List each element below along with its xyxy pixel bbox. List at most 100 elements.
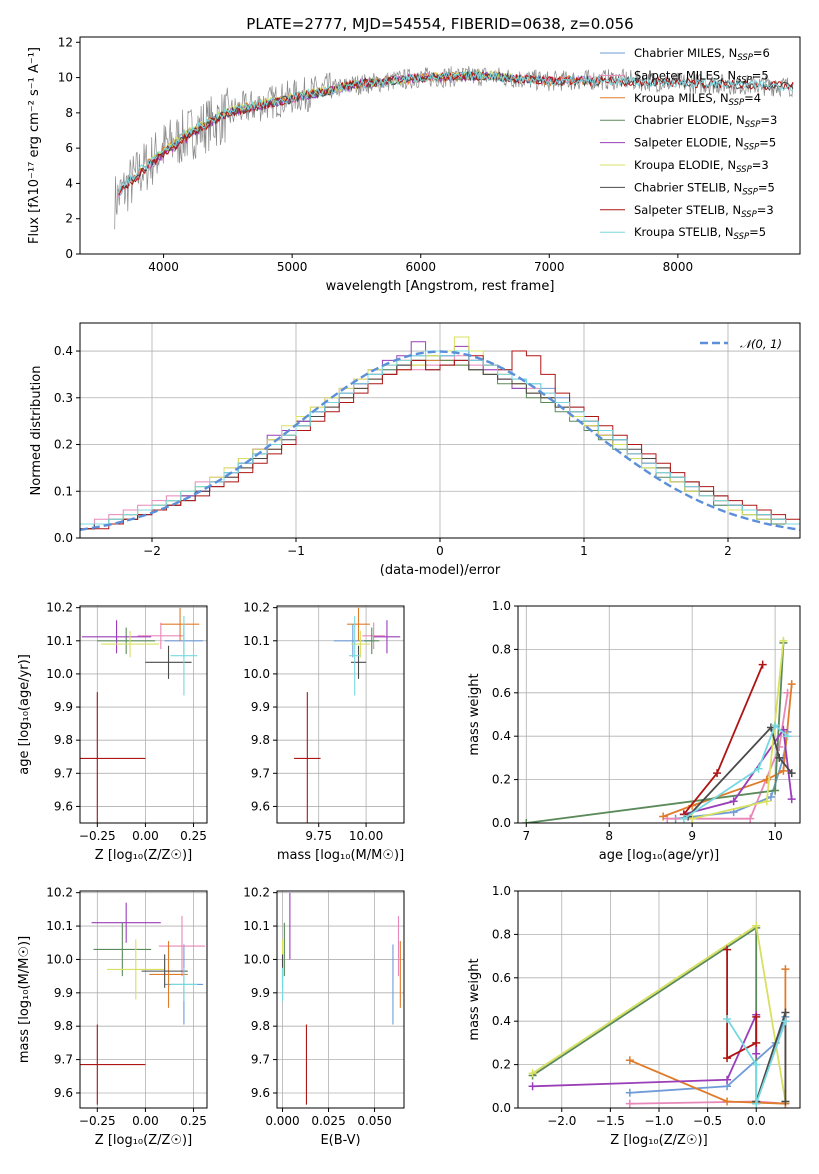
y-tick-label: 10.0	[243, 667, 270, 681]
error-bar-point	[160, 607, 200, 641]
y-tick-label: 9.6	[251, 1086, 270, 1100]
x-tick-label: 5000	[277, 260, 308, 274]
weight-marker	[775, 753, 784, 762]
error-bar-point	[362, 622, 386, 650]
weight-marker	[783, 732, 792, 741]
error-bar-point	[97, 627, 156, 655]
weight-marker	[752, 1038, 761, 1047]
age-vs-Z-frame	[79, 605, 208, 824]
y-tick-label: 0	[65, 247, 73, 261]
histogram-step-line	[80, 350, 800, 538]
weight-series	[528, 1010, 761, 1091]
legend-entry-label: Kroupa MILES, NSSP=4	[634, 91, 761, 108]
weight-marker	[752, 1049, 761, 1058]
x-tick-label: 0.000	[265, 1114, 299, 1128]
y-tick-label: 10.0	[243, 952, 270, 966]
weight-vs-Z-plot-area	[528, 921, 790, 1108]
legend-entry-label: Chabrier ELODIE, NSSP=3	[634, 113, 777, 130]
weight-marker	[781, 965, 790, 974]
x-axis-label: mass [log₁₀(M/M☉)]	[277, 848, 404, 863]
weight-marker	[528, 1069, 537, 1078]
y-tick-label: 0.8	[492, 927, 511, 941]
residual-legend: 𝒩(0, 1)	[700, 337, 782, 351]
weight-marker	[752, 1012, 761, 1021]
y-axis-label: mass weight	[467, 673, 482, 755]
x-tick-label: 0.0	[747, 1114, 766, 1128]
y-axis-label: Flux [fλ10⁻¹⁷ erg cm⁻² s⁻¹ A⁻¹]	[27, 47, 42, 244]
y-tick-label: 0.4	[492, 1014, 511, 1028]
x-tick-label: −1.0	[644, 1114, 673, 1128]
weight-marker	[522, 819, 531, 823]
x-tick-label: −2	[143, 544, 161, 558]
weight-series	[723, 1015, 790, 1108]
x-tick-label: 9.75	[305, 829, 332, 843]
weight-marker	[659, 812, 668, 821]
mass-vs-EBV-grid	[277, 891, 404, 1108]
age-vs-mass-plot-area	[294, 607, 401, 823]
error-bar-point	[149, 941, 188, 1008]
error-bar-point	[141, 954, 188, 988]
x-tick-label: 8	[605, 829, 613, 843]
weight-series-line	[532, 926, 758, 1104]
y-tick-label: 9.9	[54, 986, 73, 1000]
weight-vs-age-plot-area	[522, 636, 796, 823]
legend-entry-label: Salpeter MILES, NSSP=5	[634, 68, 769, 85]
weight-series-line	[687, 725, 793, 818]
y-tick-label: 10.1	[243, 919, 270, 933]
weight-marker	[528, 1082, 537, 1091]
age-vs-mass-frame	[276, 605, 405, 824]
y-tick-label: 9.8	[54, 1019, 73, 1033]
y-tick-label: 0.2	[492, 1058, 511, 1072]
weight-marker	[766, 792, 775, 801]
weight-marker	[746, 814, 755, 823]
error-bar-point	[170, 615, 198, 696]
age-vs-mass-grid	[277, 606, 404, 823]
y-tick-label: 0.4	[54, 344, 73, 358]
x-tick-label: −0.25	[79, 829, 116, 843]
weight-marker	[787, 795, 796, 804]
spectrum-plot-area	[114, 66, 794, 230]
y-tick-label: 0.1	[54, 484, 73, 498]
y-tick-label: 10	[58, 71, 73, 85]
y-tick-label: 9.7	[54, 1053, 73, 1067]
histogram-step-line	[80, 350, 800, 538]
weight-marker	[625, 1088, 634, 1097]
weight-marker	[781, 1097, 790, 1106]
weight-marker	[752, 1060, 761, 1069]
legend-entry-label: Chabrier MILES, NSSP=6	[634, 46, 770, 63]
weight-series-line	[726, 1018, 787, 1105]
x-tick-label: 6000	[405, 260, 436, 274]
weight-marker	[762, 797, 771, 806]
y-tick-label: 8	[65, 106, 73, 120]
age-vs-Z-grid	[80, 606, 207, 823]
legend-entry-label: Salpeter ELODIE, NSSP=5	[634, 136, 776, 153]
x-tick-label: −0.5	[693, 1114, 722, 1128]
normal-reference-curve	[80, 350, 800, 531]
error-bar-point	[91, 902, 161, 943]
weight-marker	[781, 1017, 790, 1026]
model-spectrum-line	[118, 70, 793, 192]
y-tick-label: 10.1	[46, 919, 73, 933]
mass-vs-Z-plot-area	[80, 902, 206, 1105]
weight-marker	[787, 769, 796, 778]
y-tick-label: 0.0	[54, 531, 73, 545]
y-tick-label: 9.6	[54, 1086, 73, 1100]
y-tick-label: 2	[65, 212, 73, 226]
weight-vs-metallicity-panel: −2.0 −1.5 −1.0 −0.5 0.0 0.0 0.2 0.4 0.6 0.8 1.0 Z […	[467, 884, 801, 1148]
y-tick-label: 10.2	[243, 886, 270, 900]
error-bar-point	[137, 622, 184, 650]
mass-vs-EBV-plot-area	[281, 892, 401, 1105]
weight-marker	[679, 814, 688, 823]
x-tick-label: 10.00	[349, 829, 383, 843]
age-vs-mass-panel: 9.75 10.00 9.6 9.7 9.8 9.9 10.0 10.1 10.2 mass [l…	[243, 601, 405, 863]
weight-series	[663, 688, 792, 823]
y-tick-label: 1.0	[492, 599, 511, 613]
weight-series-line	[726, 949, 758, 1060]
y-tick-label: 9.8	[251, 1019, 270, 1033]
x-axis-label: age [log₁₀(age/yr)]	[599, 848, 720, 863]
weight-marker	[754, 764, 763, 773]
y-tick-label: 9.9	[251, 986, 270, 1000]
weight-series	[684, 723, 796, 821]
